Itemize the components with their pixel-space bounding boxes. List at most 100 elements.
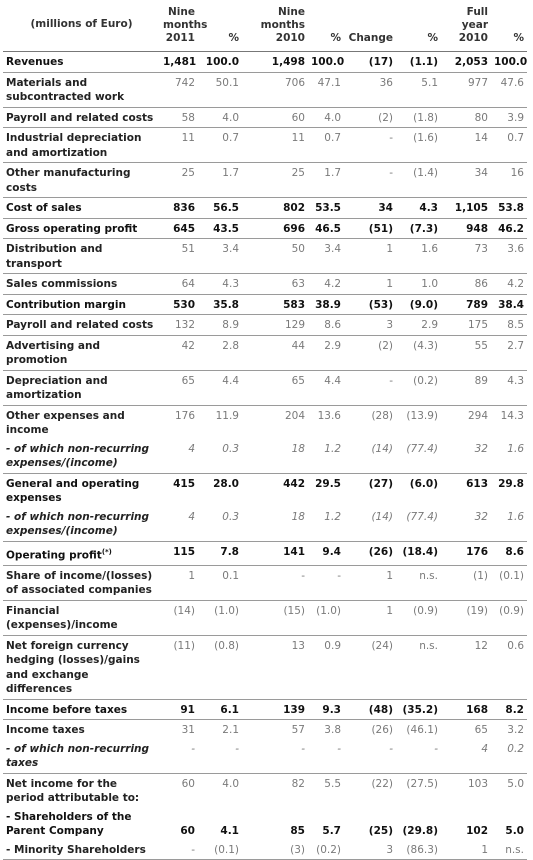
row-label: Revenues xyxy=(3,51,160,72)
cell-value: 103 xyxy=(441,772,491,808)
row-label: Materials and subcontracted work xyxy=(3,71,160,107)
cell-value: (9.0) xyxy=(396,293,441,315)
cell-value: (86.3) xyxy=(396,840,441,860)
table-row: Other manufacturing costs 25 1.7 25 1.7- (1.4… xyxy=(3,162,527,198)
cell-value: (27.5) xyxy=(396,772,441,808)
row-label: Financial (expenses)/income xyxy=(3,599,160,635)
cell-value: - xyxy=(308,564,344,600)
row-label-text: Income before taxes xyxy=(6,703,128,716)
cell-value: 1,481 xyxy=(160,51,198,72)
cell-value: 50.1 xyxy=(198,71,242,107)
column-header: % xyxy=(427,32,438,44)
row-label-text: - of which non-recurring taxes xyxy=(6,742,150,770)
cell-value: 14.3 xyxy=(491,404,527,440)
cell-value: (0.2) xyxy=(396,369,441,405)
cell-value: 8.6 xyxy=(491,540,527,565)
row-label-text: Income taxes xyxy=(6,724,85,736)
cell-value: 3.4 xyxy=(308,238,344,274)
cell-value: (77.4) xyxy=(406,510,438,523)
cell-value: 2.9 xyxy=(308,334,344,370)
cell-value: 18 xyxy=(291,442,305,455)
cell-value: 1.2 xyxy=(324,510,341,523)
table-row: Materials and subcontracted work 742 50.1 7… xyxy=(3,71,527,107)
table-row: Distribution and transport 51 3.4 50 3.4 1 1.6… xyxy=(3,238,527,274)
cell-value: 82 xyxy=(242,772,308,808)
cell-value: 1.0 xyxy=(396,273,441,294)
cell-value: (26) xyxy=(344,719,396,740)
cell-value: 3.4 xyxy=(198,238,242,274)
cell-value: (14) xyxy=(160,599,198,635)
cell-value: (0.9) xyxy=(491,599,527,635)
row-label: Other expenses and income xyxy=(3,404,160,440)
cell-value: 5.0 xyxy=(505,825,524,837)
cell-value: 8.9 xyxy=(198,314,242,335)
cell-value: 530 xyxy=(160,293,198,315)
row-label-text: Distribution and transport xyxy=(6,243,103,270)
cell-value: 2.8 xyxy=(198,334,242,370)
cell-value: (15) xyxy=(242,599,308,635)
row-label-text: Materials and subcontracted work xyxy=(6,76,125,104)
table-row: - Shareholders of the Parent Company 60 4.… xyxy=(3,808,527,841)
table-row: - of which non-recurring expenses/(incom… xyxy=(3,440,527,474)
cell-value: 60 xyxy=(242,106,308,128)
cell-value: 1 xyxy=(441,840,491,860)
cell-value: - xyxy=(235,742,239,755)
cell-value: 176 xyxy=(441,540,491,565)
column-header: Nine months 2011 xyxy=(163,6,208,44)
cell-value: 46.5 xyxy=(308,217,344,239)
cell-value: 4.2 xyxy=(491,273,527,294)
row-label-text: Net income for the period attributable t… xyxy=(6,777,140,805)
cell-value: 51 xyxy=(160,238,198,274)
cell-value: 9.4 xyxy=(308,540,344,565)
table-row: Industrial depreciation and amortization… xyxy=(3,127,527,163)
row-label-text: Industrial depreciation and amortization xyxy=(6,132,142,159)
cell-value: 1.7 xyxy=(198,162,242,198)
cell-value: 1.7 xyxy=(308,162,344,198)
cell-value: 34 xyxy=(344,197,396,218)
page: {"header":{"label":"(millions of Euro)",… xyxy=(0,4,533,860)
cell-value: 4.2 xyxy=(308,273,344,294)
row-label-text: Payroll and related costs xyxy=(6,319,154,331)
table-row: Payroll and related costs 58 4.0 60 4.0 (2) (1… xyxy=(3,106,527,128)
row-label: Payroll and related costs xyxy=(3,314,160,335)
cell-value: 38.4 xyxy=(491,293,527,315)
cell-value: 86 xyxy=(441,273,491,294)
cell-value: - xyxy=(160,840,198,860)
cell-value: 57 xyxy=(242,719,308,740)
cell-value: 32 xyxy=(474,510,488,523)
table-row: Revenues 1,481 100.0 1,498 100.0 (17) (1.1) 2,0… xyxy=(3,51,527,72)
cell-value: 3.6 xyxy=(491,238,527,274)
row-label-text: Share of income/(losses) of associated c… xyxy=(6,569,153,597)
row-label: Net foreign currency hedging (losses)/ga… xyxy=(3,634,160,699)
cell-value: 2.1 xyxy=(198,719,242,740)
cell-value: 2.9 xyxy=(396,314,441,335)
cell-value: 4.4 xyxy=(308,369,344,405)
cell-value: (2) xyxy=(344,106,396,128)
column-header: % xyxy=(513,32,524,44)
cell-value: - xyxy=(301,742,305,755)
cell-value: (0.9) xyxy=(396,599,441,635)
cell-value: 56.5 xyxy=(198,197,242,218)
cell-value: (2) xyxy=(344,334,396,370)
column-header: % xyxy=(228,32,239,44)
cell-value: 44 xyxy=(242,334,308,370)
cell-value: 55 xyxy=(441,334,491,370)
cell-value: 3 xyxy=(344,314,396,335)
cell-value: 583 xyxy=(242,293,308,315)
cell-value: (0.8) xyxy=(198,634,242,699)
cell-value: 102 xyxy=(466,825,488,837)
row-label-text: Gross operating profit xyxy=(6,222,138,235)
cell-value: n.s. xyxy=(491,840,527,860)
table-row: Payroll and related costs 132 8.9 129 8.6 3 2.… xyxy=(3,314,527,335)
row-label-text: Depreciation and amortization xyxy=(6,374,108,402)
cell-value: 91 xyxy=(160,698,198,720)
cell-value: n.s. xyxy=(396,634,441,699)
row-label: Net income for the period attributable t… xyxy=(3,772,160,808)
row-label-text: Payroll and related costs xyxy=(6,111,154,124)
cell-value: - xyxy=(337,742,341,755)
column-header: Nine months 2010 xyxy=(260,6,305,44)
cell-value: 0.3 xyxy=(222,442,239,455)
row-label: Gross operating profit xyxy=(3,217,160,239)
cell-value: 3.8 xyxy=(308,719,344,740)
cell-value: 50 xyxy=(242,238,308,274)
